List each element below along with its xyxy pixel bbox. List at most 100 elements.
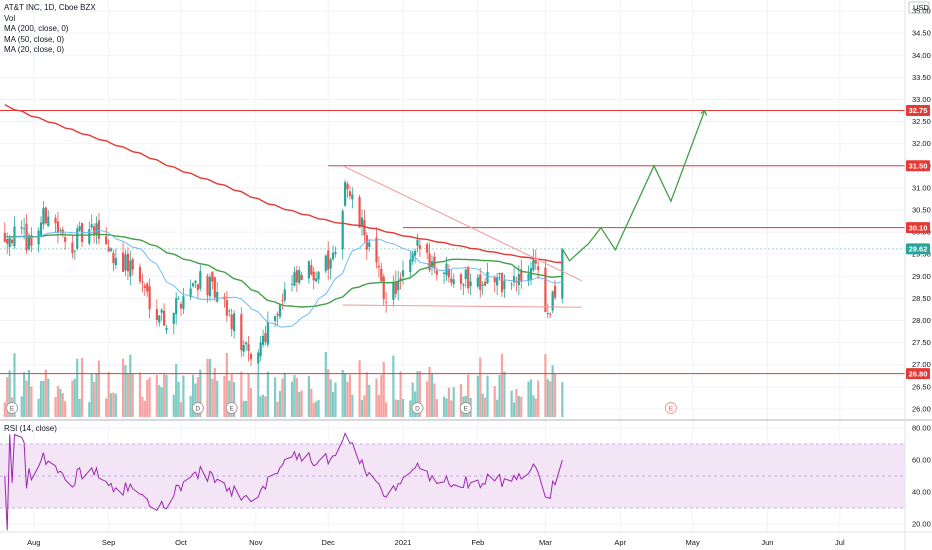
volume-bar [242,400,245,417]
volume-bar [503,371,506,417]
candle [517,274,520,286]
candle [317,271,320,280]
volume-bar [73,378,76,417]
volume-bar [459,384,463,417]
price-tick: 26.00 [912,404,931,413]
candle [527,273,530,281]
candle [158,315,161,323]
volume-bar [529,379,533,417]
candle [114,258,117,266]
legend-ma20: MA (20, close, 0) [4,45,65,54]
candle [409,259,412,273]
candle [295,270,298,283]
volume-bar [307,376,311,417]
volume-bar [264,396,267,417]
rsi-title: RSI (14, close) [4,424,57,433]
volume-bar [534,398,537,417]
volume-bar [90,373,93,417]
volume-bar [481,393,484,417]
candle [30,235,33,246]
volume-bar [447,387,450,417]
volume-bar [416,371,419,417]
volume-bar [129,354,132,417]
candle [138,266,142,282]
volume-bar [245,401,248,417]
volume-bar [20,396,23,417]
candle [191,283,195,287]
candle [392,282,395,300]
event-marker: E [459,402,472,414]
candle [37,230,40,245]
volume-bar [346,381,349,417]
candle [300,274,303,281]
candle [358,197,361,228]
moving-averages [4,103,563,328]
candle [447,268,450,278]
volume-bar [213,367,216,417]
volume-bar [13,353,16,417]
candle [418,245,422,249]
candle [172,312,175,324]
price-tag-bg [906,243,930,255]
volume-bar [515,389,518,417]
volume-bar [208,358,212,417]
candle [344,182,347,206]
candle [257,352,260,364]
candle [363,219,366,236]
candle [462,284,465,286]
candle [293,272,296,286]
volume-bar [179,402,183,417]
volume-bar [54,397,57,417]
candle [546,312,549,314]
candle [232,313,236,332]
candle [88,229,91,244]
volume-bar [160,387,163,417]
event-circle [411,402,424,414]
event-marker: E [664,402,677,414]
candle [228,310,231,312]
volume-bar [348,374,352,417]
volume-bar [283,372,286,417]
candle [175,298,178,315]
volume-bars [3,352,564,417]
price-tick: 27.50 [912,338,931,347]
candle [194,280,197,283]
volume-bar [445,398,448,417]
event-marker: E [6,402,19,414]
volume-bar [351,394,354,417]
candle [483,281,487,286]
volume-bar [155,374,158,417]
volume-bar [165,374,168,417]
volume-bar [228,380,231,417]
time-axis: Aug Sep Oct Nov Dec 2021 Feb Mar Apr May Jun Jul [0,531,932,547]
price-tag-label: 29.62 [909,245,928,254]
candle [213,277,216,298]
candle [155,309,158,320]
volume-bar [261,394,265,417]
volume-bar [281,378,284,417]
volume-bar [520,396,523,417]
candle [196,284,199,291]
candle [549,314,552,315]
candle [428,253,431,271]
volume-bar [105,398,108,417]
volume-bar [196,377,199,417]
candle [331,252,335,260]
candle [377,265,380,268]
price-tag: 29.62 [906,243,930,255]
volume-bar [486,375,489,417]
candle [433,256,436,268]
rsi-tick: 80.00 [912,424,931,433]
volume-bar [240,371,243,417]
candle [109,248,113,251]
volume-bar [360,399,364,417]
volume-bar [365,372,368,417]
volume-bar [131,373,134,417]
event-marker: D [411,402,424,414]
volume-bar [109,393,113,417]
volume-bar [293,375,296,417]
volume-bar [479,357,482,417]
candle [481,284,484,286]
